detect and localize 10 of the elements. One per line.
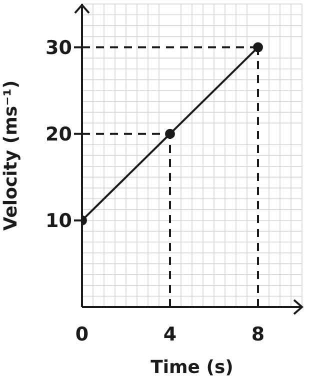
x-tick-label: 0 bbox=[75, 323, 89, 346]
y-tick-label: 30 bbox=[46, 37, 72, 60]
x-tick-label: 8 bbox=[251, 323, 265, 346]
x-axis-title: Time (s) bbox=[150, 357, 234, 378]
y-tick-label: 20 bbox=[46, 124, 72, 146]
y-tick-label: 10 bbox=[46, 210, 72, 232]
point bbox=[165, 128, 175, 139]
point bbox=[253, 42, 263, 52]
y-axis-title: Velocity (ms⁻¹) bbox=[0, 80, 22, 231]
x-tick-label: 4 bbox=[163, 323, 177, 346]
